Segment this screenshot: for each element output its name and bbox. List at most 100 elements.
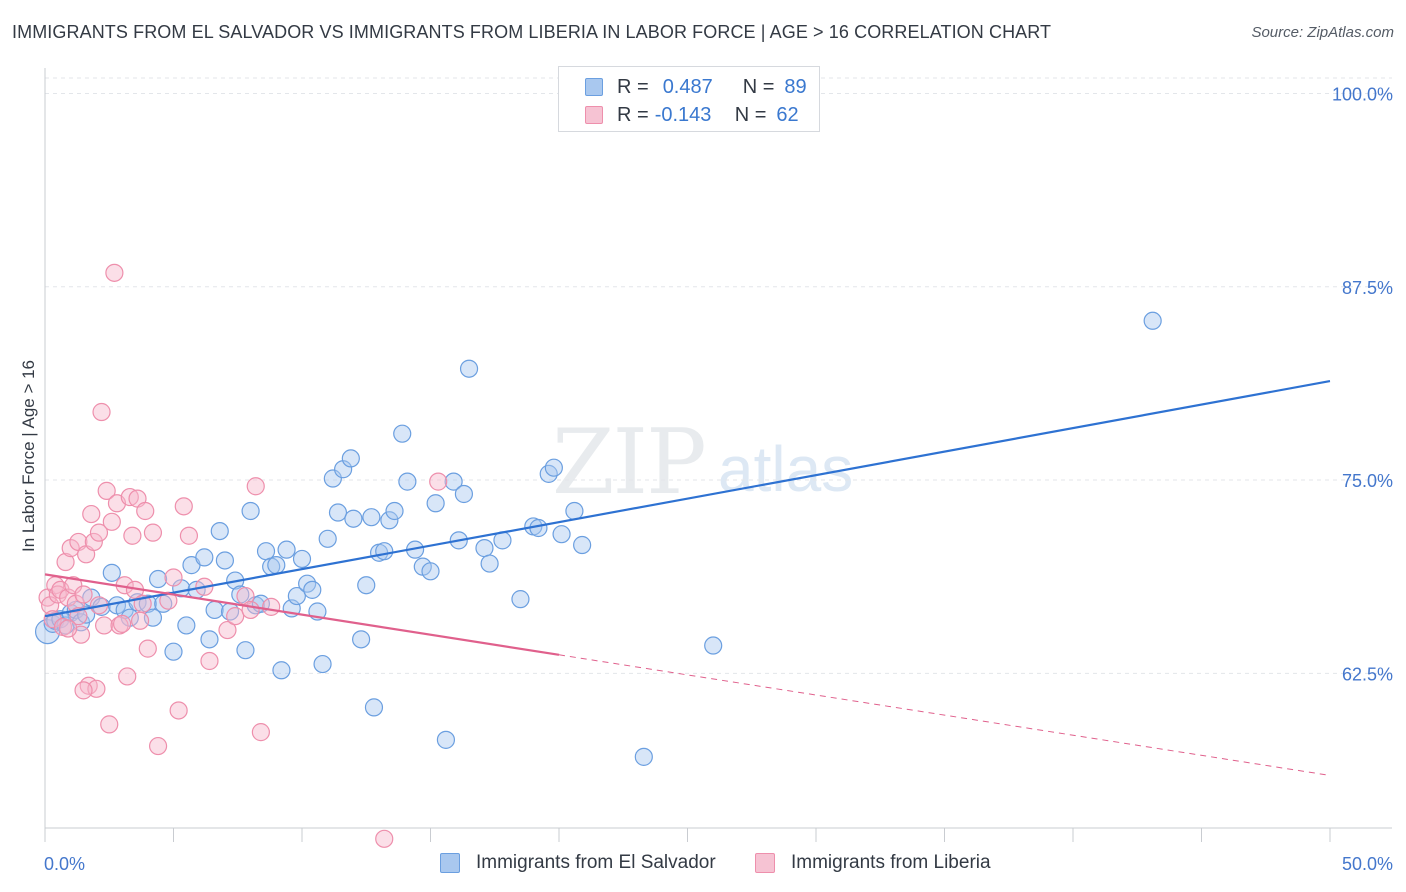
- data-point-el-salvador: [205, 600, 224, 620]
- data-point-el-salvador: [210, 521, 229, 541]
- data-point-liberia: [105, 263, 124, 282]
- data-point-el-salvador: [398, 472, 417, 491]
- data-point-liberia: [143, 523, 163, 542]
- data-point-el-salvador: [200, 630, 219, 649]
- data-point-el-salvador: [323, 469, 342, 488]
- data-point-el-salvador: [393, 424, 412, 443]
- data-point-liberia: [164, 568, 183, 587]
- data-point-el-salvador: [364, 698, 384, 717]
- data-point-el-salvador: [313, 654, 332, 674]
- data-point-el-salvador: [292, 549, 312, 569]
- data-point-el-salvador: [573, 535, 592, 555]
- legend-label-el-salvador: Immigrants from El Salvador: [476, 852, 716, 873]
- data-point-liberia: [95, 616, 114, 635]
- data-point-liberia: [130, 611, 150, 630]
- trend-lines: [44, 380, 1331, 776]
- data-point-liberia: [200, 651, 219, 671]
- data-point-liberia: [74, 585, 93, 604]
- data-point-el-salvador: [177, 616, 196, 635]
- data-point-liberia: [174, 497, 193, 516]
- data-point-liberia: [112, 614, 132, 633]
- data-point-liberia: [246, 477, 265, 496]
- y-axis-label: In Labor Force | Age > 16: [19, 360, 38, 552]
- legend-swatch-pink: [585, 106, 603, 124]
- data-point-el-salvador: [287, 586, 306, 606]
- data-point-liberia: [100, 715, 119, 734]
- data-point-liberia: [92, 402, 111, 422]
- legend-label-liberia: Immigrants from Liberia: [791, 852, 991, 873]
- data-point-el-salvador: [480, 554, 499, 573]
- legend-n-label: N =: [742, 75, 775, 98]
- data-point-el-salvador: [303, 580, 322, 599]
- data-point-liberia: [375, 829, 394, 848]
- data-point-el-salvador: [565, 501, 584, 521]
- legend-r-value: -0.143: [654, 103, 712, 126]
- trend-line-liberia-extrapolated: [558, 654, 1331, 776]
- data-point-liberia: [120, 487, 139, 507]
- data-point-el-salvador: [375, 542, 394, 561]
- data-point-el-salvador: [385, 501, 404, 521]
- data-point-liberia: [179, 526, 199, 545]
- data-point-liberia: [59, 619, 78, 638]
- x-tick-label: 50.0%: [1342, 854, 1393, 874]
- data-point-el-salvador: [164, 642, 183, 661]
- data-point-el-salvador: [444, 472, 463, 491]
- data-point-liberia: [123, 526, 142, 545]
- legend-item-liberia: Immigrants from Liberia: [755, 852, 991, 874]
- data-point-el-salvador: [459, 359, 479, 378]
- legend-row-el-salvador: R = 0.487 N = 89: [559, 73, 807, 101]
- data-point-liberia: [56, 552, 75, 572]
- trend-line-liberia: [44, 573, 560, 656]
- data-point-el-salvador: [318, 529, 337, 548]
- data-point-el-salvador: [552, 525, 571, 544]
- data-point-liberia: [102, 512, 121, 531]
- y-tick-label: 75.0%: [1342, 471, 1393, 491]
- data-point-el-salvador: [267, 556, 286, 575]
- data-point-liberia: [148, 736, 168, 756]
- data-point-el-salvador: [148, 569, 168, 589]
- series-legend: Immigrants from El Salvador Immigrants f…: [0, 852, 1406, 878]
- chart-title: IMMIGRANTS FROM EL SALVADOR VS IMMIGRANT…: [12, 22, 1052, 42]
- legend-r-label: R =: [617, 75, 649, 98]
- data-point-liberia: [159, 591, 178, 610]
- data-point-el-salvador: [511, 590, 530, 609]
- data-point-el-salvador: [634, 747, 653, 766]
- data-point-el-salvador: [138, 594, 157, 613]
- watermark-atlas: atlas: [718, 433, 854, 505]
- data-point-liberia: [218, 620, 237, 640]
- data-point-el-salvador: [241, 501, 260, 521]
- legend-swatch-pink: [755, 853, 775, 873]
- data-point-liberia: [262, 597, 281, 616]
- data-point-el-salvador: [195, 548, 214, 567]
- data-point-el-salvador: [436, 730, 456, 749]
- data-point-liberia: [84, 532, 103, 552]
- data-point-el-salvador: [421, 562, 440, 581]
- data-point-liberia: [236, 586, 255, 606]
- legend-item-el-salvador: Immigrants from El Salvador: [440, 852, 716, 874]
- data-point-liberia: [89, 523, 109, 542]
- data-point-el-salvador: [544, 458, 563, 477]
- data-point-liberia: [429, 472, 448, 491]
- data-point-liberia: [251, 723, 270, 742]
- data-point-el-salvador: [272, 661, 291, 680]
- data-point-el-salvador: [352, 630, 371, 649]
- data-point-liberia: [241, 600, 260, 620]
- legend-r-label: R =: [617, 103, 649, 126]
- data-point-el-salvador: [357, 576, 376, 595]
- grid-layer: [45, 77, 1392, 674]
- data-point-liberia: [97, 481, 116, 500]
- data-point-el-salvador: [380, 511, 399, 530]
- data-point-el-salvador: [454, 484, 474, 504]
- data-point-el-salvador: [277, 540, 296, 559]
- data-point-liberia: [118, 667, 137, 686]
- y-tick-label: 100.0%: [1332, 84, 1393, 104]
- trend-line-el-salvador: [44, 380, 1331, 618]
- data-point-liberia: [169, 701, 188, 720]
- data-point-liberia: [82, 504, 101, 524]
- data-point-liberia: [226, 607, 245, 626]
- data-point-el-salvador: [344, 509, 363, 528]
- data-point-el-salvador: [328, 503, 348, 522]
- data-point-liberia: [138, 639, 157, 658]
- data-point-liberia: [64, 576, 83, 595]
